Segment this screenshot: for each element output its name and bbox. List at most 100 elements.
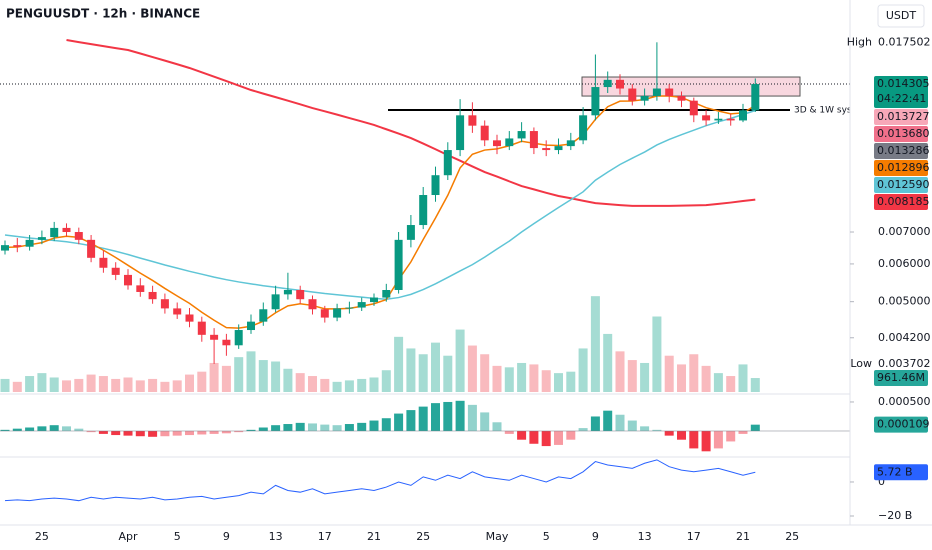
chart-title: PENGUUSDT · 12h · BINANCE bbox=[6, 7, 200, 21]
histogram-bar bbox=[640, 426, 650, 431]
candle-body bbox=[505, 138, 514, 147]
volume-bar bbox=[37, 373, 47, 392]
histogram-bar bbox=[467, 404, 477, 431]
candle-body bbox=[222, 339, 231, 346]
price-badge bbox=[874, 194, 928, 211]
moving-average bbox=[4, 95, 756, 329]
volume-bar bbox=[603, 333, 613, 392]
x-tick-label: 21 bbox=[736, 530, 750, 543]
histogram-bar bbox=[258, 427, 268, 431]
volume-bar bbox=[357, 378, 367, 392]
histogram-bar bbox=[25, 427, 35, 431]
volume-bar bbox=[135, 380, 145, 392]
currency[interactable]: USDT bbox=[886, 9, 917, 22]
x-tick-label: 13 bbox=[638, 530, 652, 543]
macd-badge-label: 0.000109 bbox=[877, 418, 930, 431]
volume-bar bbox=[713, 373, 723, 392]
candle-body bbox=[456, 115, 465, 151]
y-tick-label: 0.005000 bbox=[878, 295, 931, 308]
candle-body bbox=[689, 100, 698, 116]
candle-body bbox=[271, 294, 280, 310]
price-badge-label: 0.008185 bbox=[877, 195, 930, 208]
candle-body bbox=[394, 239, 403, 290]
histogram-bar bbox=[603, 410, 613, 431]
candle-body bbox=[443, 150, 452, 176]
price-badge bbox=[874, 76, 928, 109]
histogram-bar bbox=[431, 403, 440, 431]
volume-bar bbox=[74, 378, 84, 392]
x-tick-label: 25 bbox=[785, 530, 799, 543]
volume-bar bbox=[726, 376, 736, 392]
x-tick-label: 9 bbox=[223, 530, 230, 543]
candle-body bbox=[406, 225, 415, 240]
high-value: 0.017502 bbox=[878, 35, 931, 48]
x-tick-label: 25 bbox=[416, 530, 430, 543]
x-tick-label: 21 bbox=[367, 530, 381, 543]
histogram-bar bbox=[111, 430, 121, 436]
candle-body bbox=[148, 291, 157, 300]
x-tick-label: 17 bbox=[687, 530, 701, 543]
x-tick-label: 5 bbox=[174, 530, 181, 543]
candle-body bbox=[628, 88, 637, 101]
volume-bar bbox=[209, 362, 219, 392]
volume-bar bbox=[677, 364, 686, 392]
axis-labels: 0.007000 0.006000 0.005000 0.004200 High 0.01… bbox=[35, 35, 931, 543]
volume-bar bbox=[738, 364, 748, 392]
macd-badge bbox=[874, 416, 928, 433]
histogram-bar bbox=[615, 414, 625, 431]
candle-body bbox=[173, 308, 182, 315]
candle-body bbox=[345, 307, 354, 309]
histogram-bar bbox=[221, 430, 231, 434]
histogram-bar bbox=[123, 430, 133, 436]
histogram-bar bbox=[480, 412, 490, 431]
histogram-bar bbox=[320, 424, 330, 431]
price-badge-label: 0.013727 bbox=[877, 110, 930, 123]
candle-body bbox=[87, 239, 96, 258]
candle-body bbox=[566, 140, 575, 147]
histogram-bar bbox=[283, 424, 293, 431]
candle-body bbox=[652, 88, 661, 97]
histogram-bar bbox=[209, 430, 219, 434]
currency-button[interactable] bbox=[877, 4, 925, 28]
volume-bar bbox=[443, 355, 453, 392]
histogram-bar bbox=[185, 430, 194, 436]
histogram-bar bbox=[517, 430, 527, 440]
volume-bar bbox=[480, 354, 490, 392]
candle-body bbox=[333, 308, 342, 318]
volume-bar bbox=[615, 351, 625, 392]
candle-body bbox=[677, 96, 686, 101]
volume-bar bbox=[12, 381, 22, 392]
high-label: High bbox=[847, 35, 872, 48]
histogram-bar bbox=[271, 425, 281, 431]
histogram-bar bbox=[357, 422, 367, 431]
histogram-bar bbox=[566, 430, 576, 440]
candle-body bbox=[111, 267, 120, 275]
x-tick-label: May bbox=[486, 530, 509, 543]
histogram-bar bbox=[135, 430, 145, 437]
volume-bar bbox=[640, 362, 650, 392]
candle-body bbox=[579, 115, 588, 141]
volume-bar bbox=[283, 368, 293, 392]
volume-bar bbox=[664, 355, 674, 392]
x-tick-label: 25 bbox=[35, 530, 49, 543]
volume-bar bbox=[566, 371, 576, 392]
volume-bar bbox=[221, 365, 231, 392]
candle-body bbox=[37, 237, 46, 240]
histogram-bar bbox=[172, 430, 182, 436]
y-tick-label: 0.004200 bbox=[878, 331, 931, 344]
y-tick-label: −20 B bbox=[878, 509, 912, 522]
y-tick-label: 0.007000 bbox=[878, 225, 931, 238]
volume-bar bbox=[652, 316, 662, 392]
histogram-bar bbox=[750, 424, 760, 431]
x-tick-label: 13 bbox=[269, 530, 283, 543]
histogram-bar bbox=[148, 430, 158, 437]
candle-body bbox=[124, 274, 132, 286]
candle-body bbox=[234, 330, 243, 346]
candle-body bbox=[62, 227, 71, 233]
histogram-bar bbox=[37, 426, 47, 431]
x-tick-label: 5 bbox=[543, 530, 550, 543]
volume-bar bbox=[517, 362, 527, 392]
plot: 3D & 1W system entry bbox=[0, 38, 897, 502]
histogram-bar bbox=[295, 422, 305, 431]
histogram-bar bbox=[381, 418, 391, 431]
